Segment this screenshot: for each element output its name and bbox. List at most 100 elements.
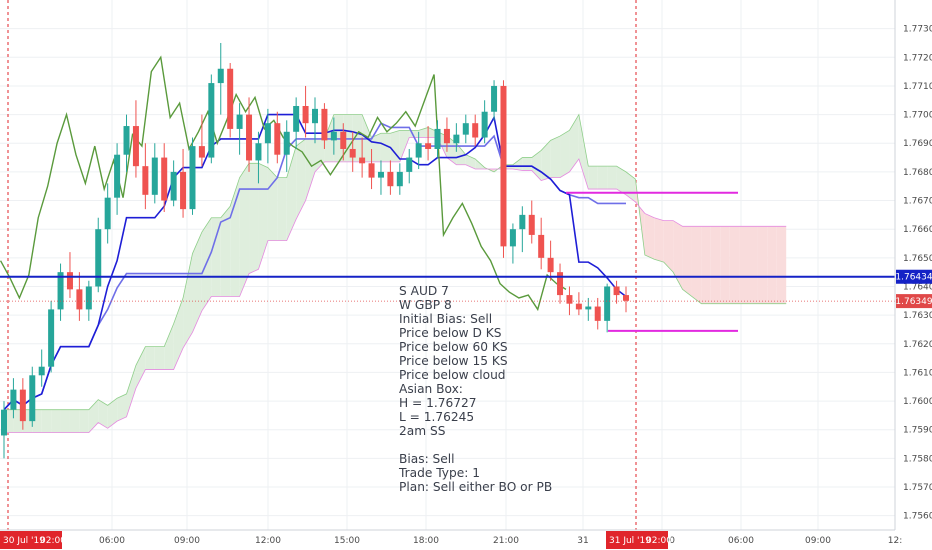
candle-body (472, 123, 479, 138)
cloud-segment (390, 130, 400, 162)
cloud-segment (701, 226, 711, 304)
cloud-segment (220, 206, 231, 297)
cloud-segment (522, 157, 532, 171)
candle-body (180, 171, 187, 210)
candle-body (1, 409, 7, 436)
candle-body (566, 295, 573, 304)
candle-body (66, 272, 73, 290)
ichimoku-cloud (4, 113, 787, 433)
candle-body (340, 131, 347, 149)
y-tick-label: 1.76400 (903, 282, 932, 292)
x-tick-label: 12:00 (255, 536, 281, 546)
cloud-segment (399, 130, 410, 162)
candle-body (434, 128, 441, 149)
cloud-segment (164, 323, 174, 370)
price-axis[interactable]: 1.77300 1.77200 1.77100 1.77000 1.76900 1.768… (894, 0, 932, 530)
chart-grid (0, 0, 896, 530)
candle-body (38, 366, 45, 376)
cloud-segment (757, 226, 768, 304)
x-tick-label: 18:00 (413, 536, 439, 546)
candle-body (349, 148, 356, 158)
cloud-segment (239, 163, 250, 297)
cloud-segment (211, 217, 221, 297)
note-line: Price below 60 KS (399, 340, 508, 354)
candle-body (387, 171, 394, 187)
candle-body (509, 229, 516, 247)
cloud-segment (173, 297, 184, 370)
x-tick-label: 06:00 (99, 536, 125, 546)
candle-body (321, 108, 328, 141)
cloud-segment (691, 226, 702, 304)
cloud-segment (296, 138, 306, 220)
cloud-segment (135, 346, 146, 389)
cloud-segment (710, 226, 721, 304)
candle-body (462, 123, 469, 135)
candle-body (604, 286, 611, 321)
note-line: Bias: Sell (399, 452, 455, 466)
y-tick-label: 1.77300 (903, 25, 932, 35)
cloud-segment (98, 399, 108, 429)
y-tick-label: 1.77200 (903, 53, 932, 63)
candle-body (95, 229, 102, 287)
date-badge-bg (606, 531, 668, 549)
note-line: W GBP 8 (399, 298, 452, 312)
date-badge-date: 30 Jul '19 (3, 536, 45, 546)
candle-body (123, 126, 130, 155)
cloud-segment (654, 217, 664, 263)
cloud-segment (644, 213, 655, 260)
cloud-segment (682, 226, 692, 297)
candle-body (198, 146, 205, 158)
note-line: L = 1.76245 (399, 410, 475, 424)
cloud-segment (616, 166, 626, 195)
candle-body (151, 157, 158, 195)
cloud-segment (635, 179, 645, 255)
note-line: Price below 15 KS (399, 354, 508, 368)
cloud-segment (626, 171, 636, 202)
candle-body (585, 306, 592, 310)
note-line: Asian Box: (399, 382, 463, 396)
candle-body (613, 286, 620, 296)
candle-body (547, 257, 554, 273)
cloud-segment (51, 409, 61, 433)
candle-body (161, 157, 168, 201)
date-badge-time: 02:00 (646, 536, 672, 546)
candle-body (227, 68, 234, 129)
candle-body (255, 143, 262, 161)
cloud-segment (767, 226, 777, 304)
candle-body (528, 214, 535, 235)
y-tick-label: 1.76000 (903, 397, 932, 407)
y-tick-label: 1.76100 (903, 368, 932, 378)
cloud-segment (258, 163, 268, 270)
cloud-segment (183, 253, 193, 349)
note-line: Initial Bias: Sell (399, 312, 493, 326)
cloud-segment (117, 393, 127, 422)
candle-body (10, 389, 17, 410)
cloud-segment (380, 133, 391, 162)
cloud-segment (578, 114, 589, 190)
candle-body (264, 123, 271, 144)
cloud-segment (720, 226, 730, 304)
senkou-span-b (4, 137, 787, 433)
y-tick-label: 1.76800 (903, 168, 932, 178)
date-badge-time: 02:00 (40, 536, 66, 546)
note-line: Price below D KS (399, 326, 502, 340)
candle-body (57, 272, 64, 310)
cloud-segment (673, 220, 683, 290)
y-tick-label: 1.77100 (903, 82, 932, 92)
x-tick-label: 09:00 (174, 536, 200, 546)
y-tick-label: 1.75700 (903, 483, 932, 493)
candle-body (453, 134, 460, 144)
cloud-segment (560, 130, 570, 178)
candle-body (104, 197, 111, 230)
y-tick-label: 1.76200 (903, 340, 932, 350)
time-axis[interactable]: 06:0009:0012:0015:0018:0021:003103:0006:… (0, 529, 932, 550)
candle-body (519, 214, 526, 230)
note-line: S AUD 7 (399, 284, 449, 298)
cloud-segment (230, 177, 240, 297)
x-tick-label: 31 (577, 536, 588, 546)
cloud-segment (371, 133, 381, 162)
cloud-segment (739, 226, 749, 304)
cloud-segment (776, 226, 787, 304)
